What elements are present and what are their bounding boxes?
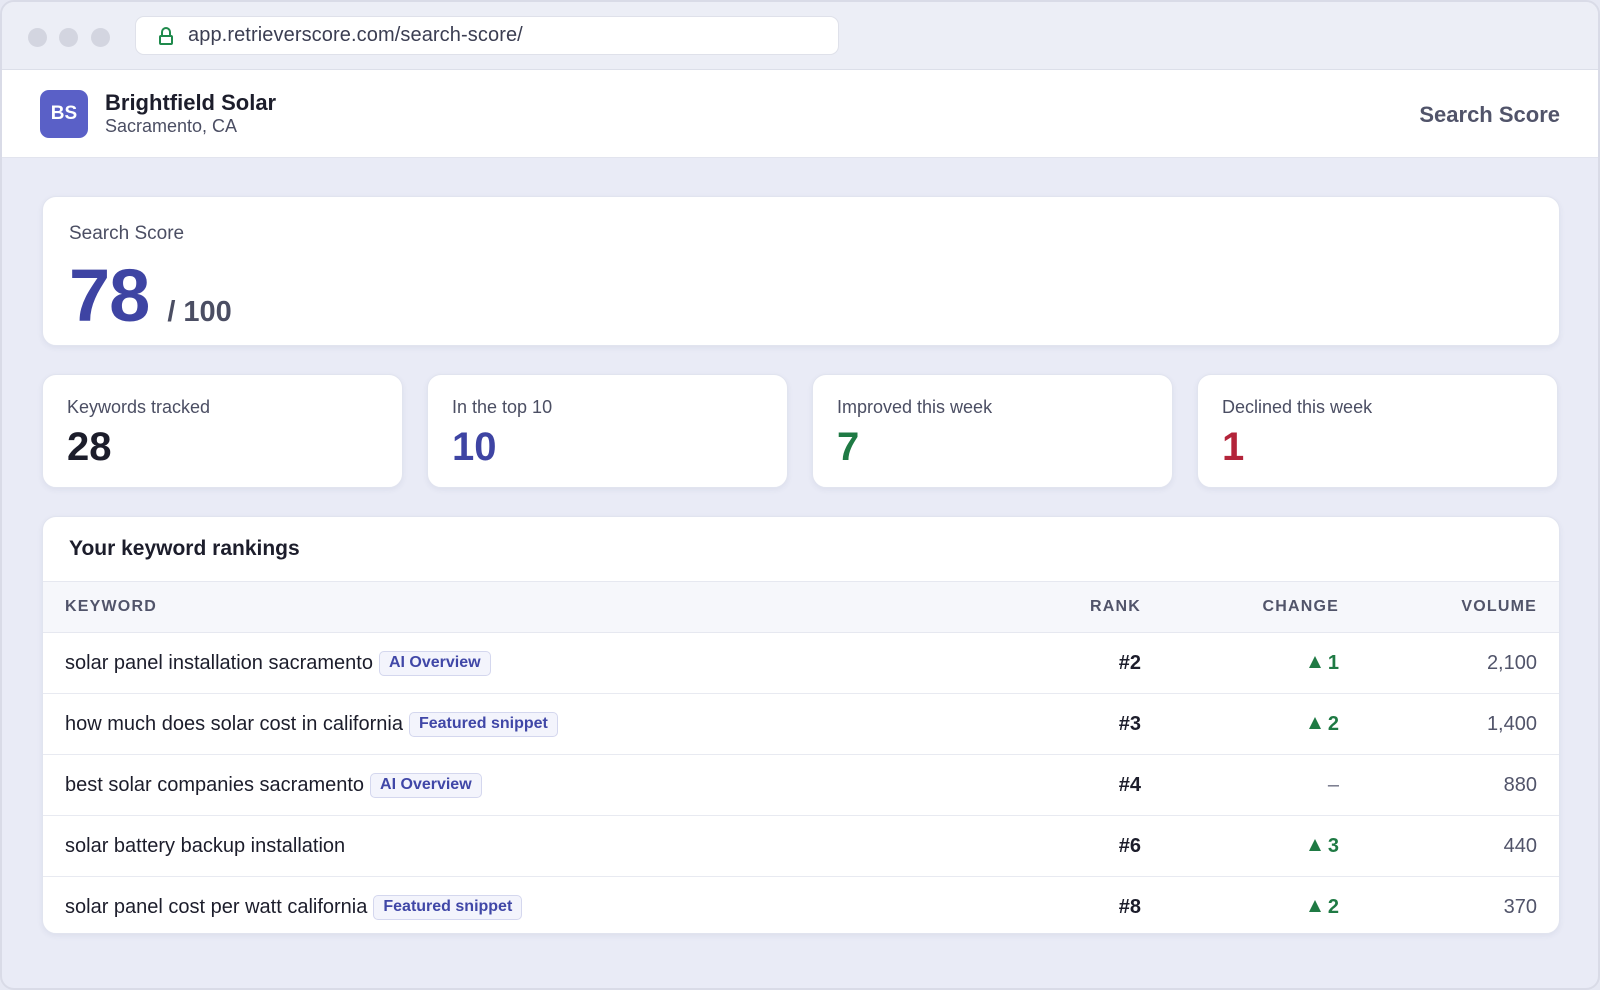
table-row[interactable]: best solar companies sacramento AI Overvi… bbox=[43, 755, 1559, 816]
stat-label: Keywords tracked bbox=[67, 397, 211, 417]
app-header: BS Brightfield Solar Sacramento, CA Sear… bbox=[2, 70, 1598, 158]
keyword-cell: how much does solar cost in california Fe… bbox=[43, 694, 981, 755]
arrow-up-icon bbox=[1308, 716, 1321, 729]
keyword-cell: solar battery backup installation bbox=[43, 816, 981, 877]
column-header-keyword[interactable]: KEYWORD bbox=[65, 598, 157, 615]
change-amount: 2 bbox=[1327, 712, 1339, 735]
score-row: 78 / 100 bbox=[69, 253, 232, 338]
keyword-text: solar panel installation sacramento bbox=[65, 651, 373, 674]
volume-cell: 370 bbox=[1503, 895, 1537, 918]
window-maximize-button[interactable] bbox=[91, 28, 110, 47]
change-cell: – bbox=[1141, 755, 1339, 816]
stat-top-10: In the top 10 10 bbox=[427, 374, 788, 488]
rankings-title: Your keyword rankings bbox=[69, 537, 300, 560]
business-avatar: BS bbox=[40, 90, 88, 138]
keyword-text: how much does solar cost in california bbox=[65, 712, 403, 735]
serp-feature-badge: AI Overview bbox=[378, 650, 491, 676]
keyword-text: solar panel cost per watt california bbox=[65, 895, 368, 918]
stat-value: 10 bbox=[452, 425, 497, 469]
column-header-volume[interactable]: VOLUME bbox=[1461, 598, 1537, 615]
business-location: Sacramento, CA bbox=[105, 116, 238, 136]
serp-feature-badge: Featured snippet bbox=[373, 894, 523, 920]
stat-declined: Declined this week 1 bbox=[1197, 374, 1558, 488]
volume-cell: 2,100 bbox=[1486, 651, 1537, 674]
change-cell: 1 bbox=[1141, 633, 1339, 694]
column-header-change[interactable]: CHANGE bbox=[1262, 598, 1339, 615]
volume-cell: 440 bbox=[1503, 834, 1537, 857]
table-row[interactable]: solar battery backup installation #6 3 4… bbox=[43, 816, 1559, 877]
table-row[interactable]: solar panel installation sacramento AI Ov… bbox=[43, 633, 1559, 694]
url-text[interactable]: app.retrieverscore.com/search-score/ bbox=[188, 24, 523, 46]
score-max: / 100 bbox=[167, 296, 232, 328]
stat-label: Declined this week bbox=[1222, 397, 1373, 417]
change-value: – bbox=[1328, 774, 1339, 796]
column-header-rank[interactable]: RANK bbox=[1089, 598, 1141, 615]
rank-cell: #6 bbox=[1118, 834, 1141, 857]
rank-cell: #4 bbox=[1118, 773, 1141, 796]
keyword-text: solar battery backup installation bbox=[65, 834, 346, 857]
main-content: Search Score 78 / 100 Keywords tracked 2… bbox=[42, 196, 1560, 934]
change-value: 2 bbox=[1308, 712, 1339, 735]
stat-label: Improved this week bbox=[837, 397, 993, 417]
rankings-table-body: solar panel installation sacramento AI Ov… bbox=[43, 633, 1559, 934]
change-amount: 2 bbox=[1327, 895, 1339, 918]
serp-feature-badge: AI Overview bbox=[370, 772, 482, 798]
arrow-up-icon bbox=[1308, 655, 1321, 668]
change-amount: 1 bbox=[1327, 651, 1339, 674]
keyword-text: best solar companies sacramento bbox=[65, 773, 365, 796]
table-row[interactable]: how much does solar cost in california Fe… bbox=[43, 694, 1559, 755]
table-row[interactable]: solar panel cost per watt california Feat… bbox=[43, 877, 1559, 934]
change-value: 2 bbox=[1308, 895, 1339, 918]
address-bar[interactable]: app.retrieverscore.com/search-score/ bbox=[135, 16, 839, 55]
lock-icon bbox=[158, 26, 174, 46]
stat-value: 1 bbox=[1222, 425, 1245, 469]
change-cell: 3 bbox=[1141, 816, 1339, 877]
search-score-card: Search Score 78 / 100 bbox=[42, 196, 1560, 346]
rank-cell: #8 bbox=[1118, 895, 1141, 918]
stat-value: 7 bbox=[837, 425, 860, 469]
arrow-up-icon bbox=[1308, 838, 1321, 851]
table-header-row: KEYWORD RANK CHANGE VOLUME bbox=[43, 581, 1559, 633]
change-amount: 3 bbox=[1327, 834, 1339, 857]
stat-keywords-tracked: Keywords tracked 28 bbox=[42, 374, 403, 488]
change-cell: 2 bbox=[1141, 877, 1339, 934]
keyword-cell: solar panel cost per watt california Feat… bbox=[43, 877, 981, 934]
rankings-table: KEYWORD RANK CHANGE VOLUME solar panel i… bbox=[43, 581, 1559, 934]
volume-cell: 1,400 bbox=[1486, 712, 1537, 735]
keyword-cell: solar panel installation sacramento AI Ov… bbox=[43, 633, 981, 694]
stat-improved: Improved this week 7 bbox=[812, 374, 1173, 488]
window-minimize-button[interactable] bbox=[59, 28, 78, 47]
keyword-cell: best solar companies sacramento AI Overvi… bbox=[43, 755, 981, 816]
score-label: Search Score bbox=[69, 223, 185, 244]
arrow-up-icon bbox=[1308, 899, 1321, 912]
stats-row: Keywords tracked 28 In the top 10 10 Imp… bbox=[42, 374, 1560, 488]
volume-cell: 880 bbox=[1503, 773, 1537, 796]
change-amount: – bbox=[1327, 773, 1339, 796]
window-close-button[interactable] bbox=[28, 28, 47, 47]
rank-cell: #2 bbox=[1118, 651, 1141, 674]
business-name: Brightfield Solar bbox=[105, 90, 277, 115]
change-cell: 2 bbox=[1141, 694, 1339, 755]
stat-value: 28 bbox=[67, 425, 112, 469]
page-title: Search Score bbox=[1419, 102, 1560, 127]
keyword-rankings-card: Your keyword rankings KEYWORD RANK CHANG… bbox=[42, 516, 1560, 934]
serp-feature-badge: Featured snippet bbox=[408, 711, 558, 737]
rank-cell: #3 bbox=[1118, 712, 1141, 735]
score-value: 78 bbox=[69, 254, 150, 337]
change-value: 3 bbox=[1308, 834, 1339, 857]
stat-label: In the top 10 bbox=[452, 397, 553, 417]
browser-chrome: app.retrieverscore.com/search-score/ bbox=[2, 2, 1598, 70]
change-value: 1 bbox=[1308, 651, 1339, 674]
